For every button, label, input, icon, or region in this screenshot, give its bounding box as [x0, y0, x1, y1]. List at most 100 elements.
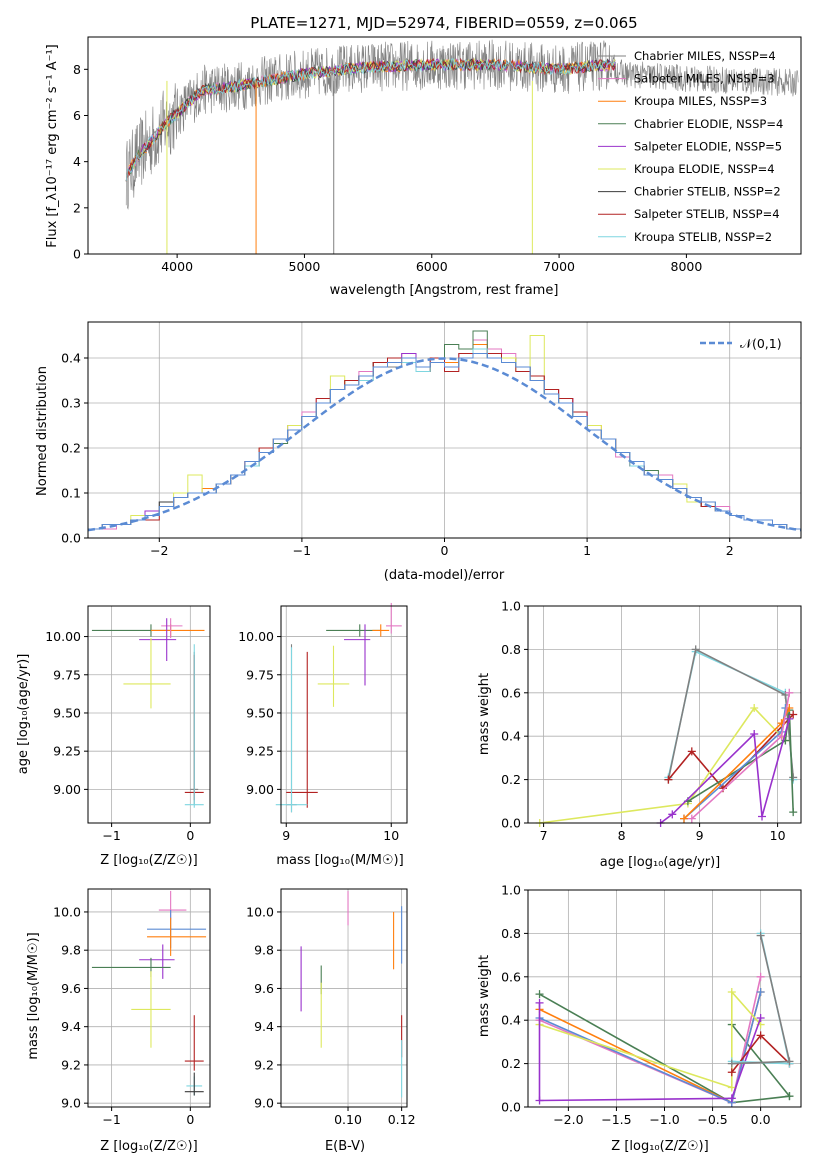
y-tick-label: 9.00 [53, 782, 81, 797]
legend-label: Chabrier ELODIE, NSSP=4 [634, 117, 783, 131]
y-tick-label: 9.75 [246, 667, 274, 682]
weight-point-marker [756, 1014, 765, 1023]
residual-ylabel: Normed distribution [35, 366, 50, 496]
mass-vs-metallicity-panel: −1 0 9.0 9.2 9.4 9.6 9.8 10.0 Z [log₁₀(Z/Z☉)] m… [26, 888, 211, 1154]
legend-label: Salpeter ELODIE, NSSP=5 [634, 139, 782, 153]
y-tick-label: 0.2 [501, 772, 521, 787]
x-tick-label: −1.0 [649, 1112, 679, 1127]
legend-label: Chabrier MILES, NSSP=4 [634, 49, 776, 63]
legend-label: Chabrier STELIB, NSSP=2 [634, 185, 781, 199]
spectrum-title: PLATE=1271, MJD=52974, FIBERID=0559, z=0… [250, 14, 637, 32]
y-tick-label: 9.50 [246, 705, 274, 720]
y-tick-label: 0.4 [501, 1013, 521, 1028]
ageM-xlabel: mass [log₁₀(M/M☉)] [276, 853, 403, 868]
age-vs-mass-panel: 9 10 9.00 9.25 9.50 9.75 10.00 mass [log₁₀(M/M… [238, 602, 408, 868]
x-tick-label: −1 [102, 1112, 120, 1127]
weight-series-line [691, 692, 791, 820]
model-spectrum-line [125, 58, 616, 182]
x-tick-label: 0 [186, 1112, 194, 1127]
weight-point-marker [750, 730, 759, 739]
y-tick-label: 0.4 [61, 351, 81, 366]
axes-frame [280, 888, 408, 1108]
y-tick-label: 10.0 [246, 904, 274, 919]
model-spectrum-line [125, 58, 616, 182]
weight-point-marker [789, 773, 798, 782]
x-tick-label: 0.12 [388, 1112, 416, 1127]
model-spectrum-line [125, 58, 616, 182]
residual-histogram-panel: −2 −1 0 1 2 0.0 0.1 0.2 0.3 0.4 (data-model)/erro… [35, 321, 802, 583]
weight-point-marker [680, 814, 688, 823]
weight-point-marker [756, 931, 765, 940]
weight-series-line [539, 976, 762, 1104]
x-tick-label: 0.0 [751, 1112, 771, 1127]
weight-point-marker [756, 972, 765, 981]
weight-point-marker [727, 1083, 736, 1092]
weight-point-marker [727, 987, 736, 996]
axes-frame [87, 888, 211, 1108]
y-tick-label: 0.0 [501, 1100, 521, 1115]
y-tick-label: 0.8 [501, 642, 521, 657]
y-tick-label: 9.25 [246, 744, 274, 759]
y-tick-label: 0.6 [501, 969, 521, 984]
y-tick-label: 1.0 [501, 883, 521, 898]
y-tick-label: 0.2 [61, 441, 81, 456]
wZ-xlabel: Z [log₁₀(Z/Z☉)] [611, 1139, 708, 1154]
model-spectrum-line [125, 58, 616, 182]
y-tick-label: 10.00 [238, 629, 274, 644]
axes-frame [87, 605, 211, 824]
y-tick-label: 6 [73, 108, 81, 123]
y-tick-label: 9.2 [61, 1057, 81, 1072]
residual-legend: 𝒩(0,1) [700, 336, 782, 351]
y-tick-label: 9.50 [53, 705, 81, 720]
weight-vs-metallicity-panel: −2.0 −1.5 −1.0 −0.5 0.0 0.0 0.2 0.4 0.6 0.8 1.0 Z … [477, 883, 802, 1154]
normal-curve [87, 357, 802, 532]
x-tick-label: 7000 [543, 259, 575, 274]
age-vs-metallicity-panel: −1 0 9.00 9.25 9.50 9.75 10.00 Z [log₁₀(Z/Z☉)]… [16, 605, 211, 868]
model-spectrum-line [125, 58, 616, 182]
axes-frame [527, 605, 802, 824]
normal-legend-label: 𝒩(0,1) [740, 336, 782, 351]
weight-point-marker [785, 1057, 794, 1066]
weight-point-marker [785, 688, 794, 697]
x-tick-label: 6000 [416, 259, 448, 274]
y-tick-label: 0.0 [61, 531, 81, 546]
y-tick-label: 0.8 [501, 926, 521, 941]
ageZ-xlabel: Z [log₁₀(Z/Z☉)] [100, 853, 197, 868]
wAge-xlabel: age [log₁₀(age/yr)] [600, 855, 721, 870]
y-tick-label: 9.75 [53, 667, 81, 682]
y-tick-label: 0.3 [61, 396, 81, 411]
mZ-xlabel: Z [log₁₀(Z/Z☉)] [100, 1139, 197, 1154]
weight-series-line [667, 648, 794, 780]
histogram-step [88, 353, 801, 530]
y-tick-label: 4 [73, 154, 81, 169]
x-tick-label: −1 [102, 828, 120, 843]
weight-point-marker [750, 703, 759, 712]
mZ-ylabel: mass [log₁₀(M/M☉)] [26, 932, 41, 1059]
model-spectrum-line [125, 58, 616, 182]
x-tick-label: 1 [583, 543, 591, 558]
x-tick-label: −2.0 [553, 1112, 583, 1127]
y-tick-label: 0.0 [501, 816, 521, 831]
y-tick-label: 0.2 [501, 1056, 521, 1071]
weight-series-line [667, 713, 794, 790]
residual-xlabel: (data-model)/error [384, 568, 505, 583]
x-tick-label: −1 [293, 543, 311, 558]
weight-point-marker [758, 812, 766, 821]
weight-point-marker [789, 710, 798, 719]
x-tick-label: 5000 [289, 259, 321, 274]
x-tick-label: 9 [696, 828, 704, 843]
y-tick-label: 9.2 [254, 1057, 274, 1072]
weight-point-marker [535, 1096, 544, 1105]
y-tick-label: 10.0 [53, 904, 81, 919]
mass-vs-extinction-panel: 0.10 0.12 9.0 9.2 9.4 9.6 9.8 10.0 E(B-V) [246, 888, 416, 1154]
legend-label: Salpeter STELIB, NSSP=4 [634, 207, 780, 221]
weight-point-marker [535, 998, 544, 1007]
weight-point-marker [727, 1068, 736, 1077]
y-tick-label: 8 [73, 62, 81, 77]
y-tick-label: 9.25 [53, 744, 81, 759]
y-tick-label: 1.0 [501, 599, 521, 614]
legend-label: Salpeter MILES, NSSP=3 [634, 72, 775, 86]
y-tick-label: 9.8 [254, 943, 274, 958]
x-tick-label: 0 [186, 828, 194, 843]
